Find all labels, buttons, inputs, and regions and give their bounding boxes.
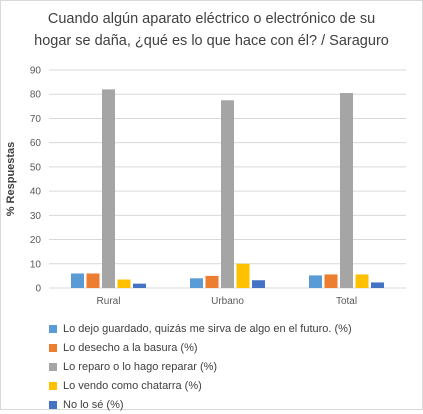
legend-swatch — [49, 400, 57, 409]
y-tick-label: 70 — [30, 114, 42, 125]
bar — [71, 273, 84, 288]
y-tick-label: 50 — [30, 162, 42, 173]
y-tick-label: 20 — [30, 235, 42, 246]
x-tick-label: Rural — [97, 296, 121, 307]
legend-swatch — [49, 343, 57, 352]
y-tick-label: 60 — [30, 138, 42, 149]
chart-title-line-2: hogar se daña, ¿qué es lo que hace con é… — [34, 33, 389, 49]
x-tick-label: Total — [336, 296, 357, 307]
legend-swatch — [49, 324, 57, 333]
legend-item: Lo vendo como chatarra (%) — [49, 376, 352, 395]
bar — [355, 274, 369, 288]
bar — [221, 100, 234, 289]
y-tick-label: 80 — [30, 90, 42, 101]
legend-label: Lo dejo guardado, quizás me sirva de alg… — [63, 322, 352, 335]
legend-label: Lo reparo o lo hago reparar (%) — [63, 360, 218, 373]
bar — [340, 93, 353, 288]
y-axis-title: % Respuestas — [5, 142, 17, 217]
legend-item: Lo desecho a la basura (%) — [49, 338, 352, 357]
legend-item: Lo dejo guardado, quizás me sirva de alg… — [49, 319, 352, 338]
bar — [324, 274, 338, 288]
y-tick-label: 40 — [30, 187, 42, 198]
x-tick-label: Urbano — [211, 296, 244, 307]
bar — [117, 279, 131, 288]
legend-label: Lo vendo como chatarra (%) — [63, 379, 202, 392]
y-tick-label: 30 — [30, 211, 42, 222]
bar — [309, 275, 322, 288]
bar — [133, 283, 146, 288]
bar — [86, 273, 100, 288]
bar — [236, 263, 250, 288]
bar — [190, 278, 203, 288]
legend-item: No lo sé (%) — [49, 395, 352, 414]
legend-swatch — [49, 362, 57, 371]
bar — [371, 282, 384, 288]
y-tick-label: 0 — [35, 284, 41, 295]
legend-item: Lo reparo o lo hago reparar (%) — [49, 357, 352, 376]
chart-title-line-1: Cuando algún aparato eléctrico o electró… — [47, 11, 376, 27]
y-tick-label: 90 — [30, 66, 42, 77]
chart-legend: Lo dejo guardado, quizás me sirva de alg… — [49, 319, 352, 414]
legend-label: Lo desecho a la basura (%) — [63, 341, 198, 354]
bar — [102, 89, 115, 288]
legend-swatch — [49, 381, 57, 390]
bar — [252, 280, 265, 288]
y-tick-label: 10 — [30, 259, 42, 270]
bar — [205, 275, 219, 288]
legend-label: No lo sé (%) — [63, 398, 124, 411]
